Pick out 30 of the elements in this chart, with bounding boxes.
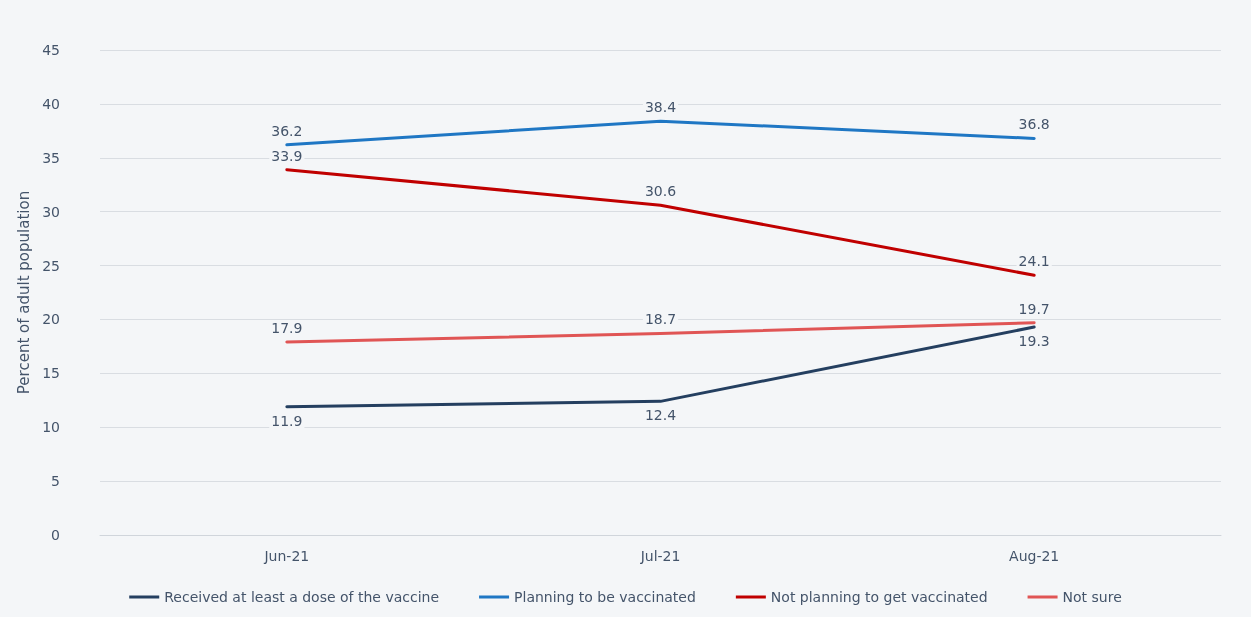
data-label: 17.9 — [271, 320, 303, 337]
y-tick-label: 20 — [42, 311, 60, 328]
legend-label: Not sure — [1062, 589, 1122, 605]
y-tick-label: 25 — [42, 257, 60, 274]
data-label: 11.9 — [271, 412, 303, 429]
legend-label: Not planning to get vaccinated — [770, 589, 988, 605]
data-label: 36.8 — [1018, 116, 1050, 133]
data-label: 12.4 — [644, 407, 677, 424]
y-tick-label: 40 — [42, 95, 60, 112]
x-tick-label: Aug-21 — [1009, 548, 1060, 564]
y-tick-label: 0 — [51, 527, 60, 543]
x-tick-label: Jun-21 — [263, 548, 310, 564]
data-label: 24.1 — [1018, 253, 1050, 270]
data-label: 36.2 — [271, 122, 303, 139]
data-label: 19.3 — [1018, 332, 1050, 349]
y-tick-label: 45 — [42, 42, 60, 58]
y-tick-label: 35 — [42, 149, 60, 166]
data-label: 38.4 — [644, 99, 677, 116]
data-label: 19.7 — [1018, 300, 1050, 317]
data-label: 30.6 — [644, 183, 677, 200]
y-tick-label: 10 — [42, 419, 60, 436]
y-axis-title: Percent of adult population — [14, 190, 33, 395]
y-tick-label: 15 — [42, 365, 60, 382]
y-tick-label: 30 — [42, 203, 60, 220]
x-tick-label: Jul-21 — [639, 548, 681, 564]
y-tick-label: 5 — [51, 473, 60, 490]
data-label: 18.7 — [644, 311, 677, 328]
legend-label: Received at least a dose of the vaccine — [164, 589, 440, 605]
legend-label: Planning to be vaccinated — [514, 589, 696, 605]
data-label: 33.9 — [271, 147, 303, 164]
